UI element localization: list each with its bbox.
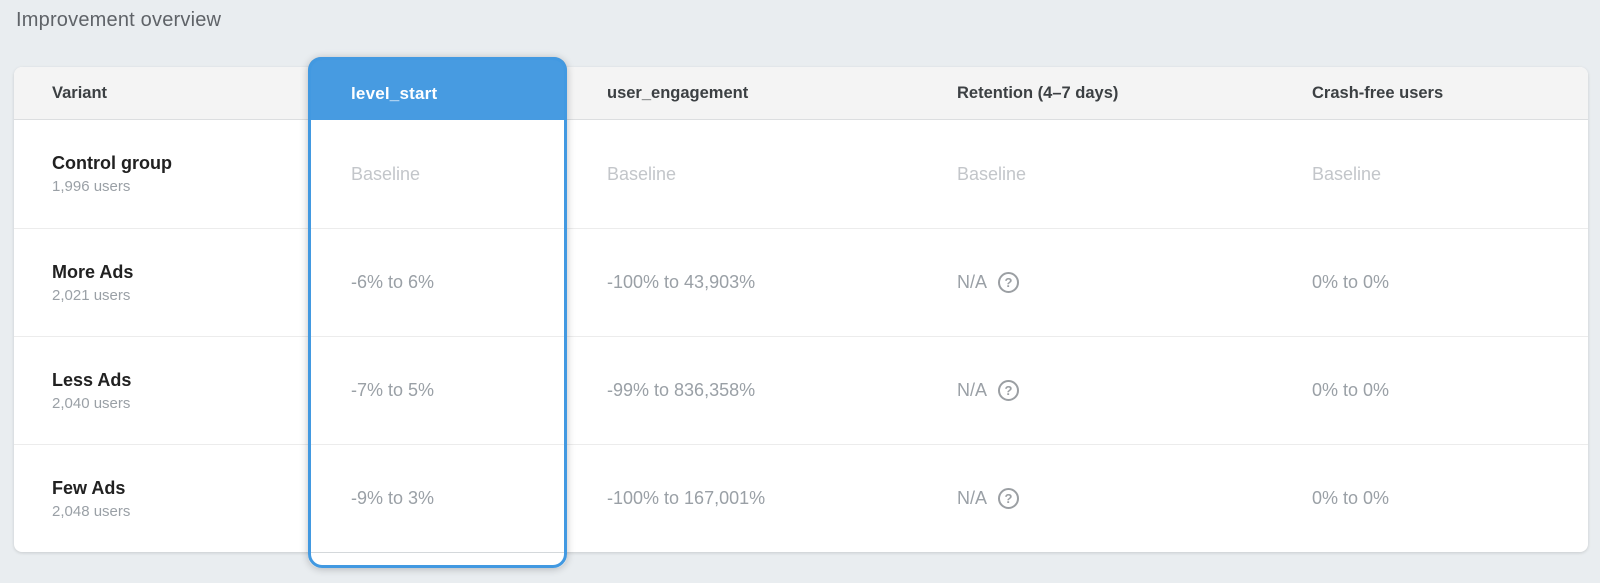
crash-free-value: 0% to 0% <box>1312 272 1390 292</box>
variant-name: Few Ads <box>52 477 126 498</box>
help-icon[interactable]: ? <box>998 380 1020 401</box>
retention-value: Baseline <box>957 163 1027 184</box>
variant-cell: Less Ads 2,040 users <box>14 337 308 444</box>
retention-value: N/A ? <box>917 445 1272 552</box>
retention-value-text: N/A <box>957 488 988 508</box>
crash-free-value: 0% to 0% <box>1312 380 1390 400</box>
user-engagement-value: -100% to 43,903% <box>607 272 756 292</box>
level-start-value: Baseline <box>351 163 421 184</box>
user-engagement-value: -99% to 836,358% <box>607 380 756 400</box>
variant-user-count: 2,021 users <box>52 286 131 304</box>
retention-value-text: N/A <box>957 380 988 400</box>
variant-name: More Ads <box>52 261 134 282</box>
crash-free-value: 0% to 0% <box>1312 488 1390 508</box>
selected-column-label: level_start <box>351 83 438 103</box>
variant-name: Control group <box>52 153 172 173</box>
table-row: Less Ads 2,040 users -7% to 5% -99% to 8… <box>14 336 1588 444</box>
variant-user-count: 2,048 users <box>52 502 131 520</box>
page-title: Improvement overview <box>16 9 222 31</box>
level-start-value: -6% to 6% <box>351 272 435 292</box>
column-header-level-start[interactable]: level_start <box>308 57 567 120</box>
user-engagement-value: -100% to 167,001% <box>607 488 766 508</box>
variant-name: Less Ads <box>52 369 132 390</box>
help-icon[interactable]: ? <box>998 488 1020 509</box>
level-start-value: -9% to 3% <box>351 488 435 508</box>
column-header-retention[interactable]: Retention (4–7 days) <box>957 83 1119 102</box>
retention-value: N/A ? <box>917 337 1272 444</box>
selected-column-bottom-cap <box>308 553 567 568</box>
variant-user-count: 2,040 users <box>52 394 131 412</box>
column-header-variant: Variant <box>52 83 108 102</box>
improvement-overview-table: Variant user_engagement Retention (4–7 d… <box>14 67 1588 552</box>
crash-free-value: Baseline <box>1312 163 1382 184</box>
column-header-user-engagement[interactable]: user_engagement <box>607 83 749 102</box>
table-row: More Ads 2,021 users -6% to 6% -100% to … <box>14 228 1588 336</box>
variant-user-count: 1,996 users <box>52 178 131 195</box>
table-row: Control group 1,996 users Baseline Basel… <box>14 120 1588 228</box>
user-engagement-value: Baseline <box>607 163 677 184</box>
column-header-crash-free[interactable]: Crash-free users <box>1312 83 1444 102</box>
retention-value: N/A ? <box>917 229 1272 336</box>
table-row: Few Ads 2,048 users -9% to 3% -100% to 1… <box>14 444 1588 552</box>
help-icon[interactable]: ? <box>998 272 1020 293</box>
variant-cell: Control group 1,996 users <box>14 120 308 228</box>
level-start-value: -7% to 5% <box>351 380 435 400</box>
retention-value-text: N/A <box>957 272 988 292</box>
variant-cell: Few Ads 2,048 users <box>14 445 308 552</box>
table-header-row: Variant user_engagement Retention (4–7 d… <box>14 67 1588 120</box>
variant-cell: More Ads 2,021 users <box>14 229 308 336</box>
